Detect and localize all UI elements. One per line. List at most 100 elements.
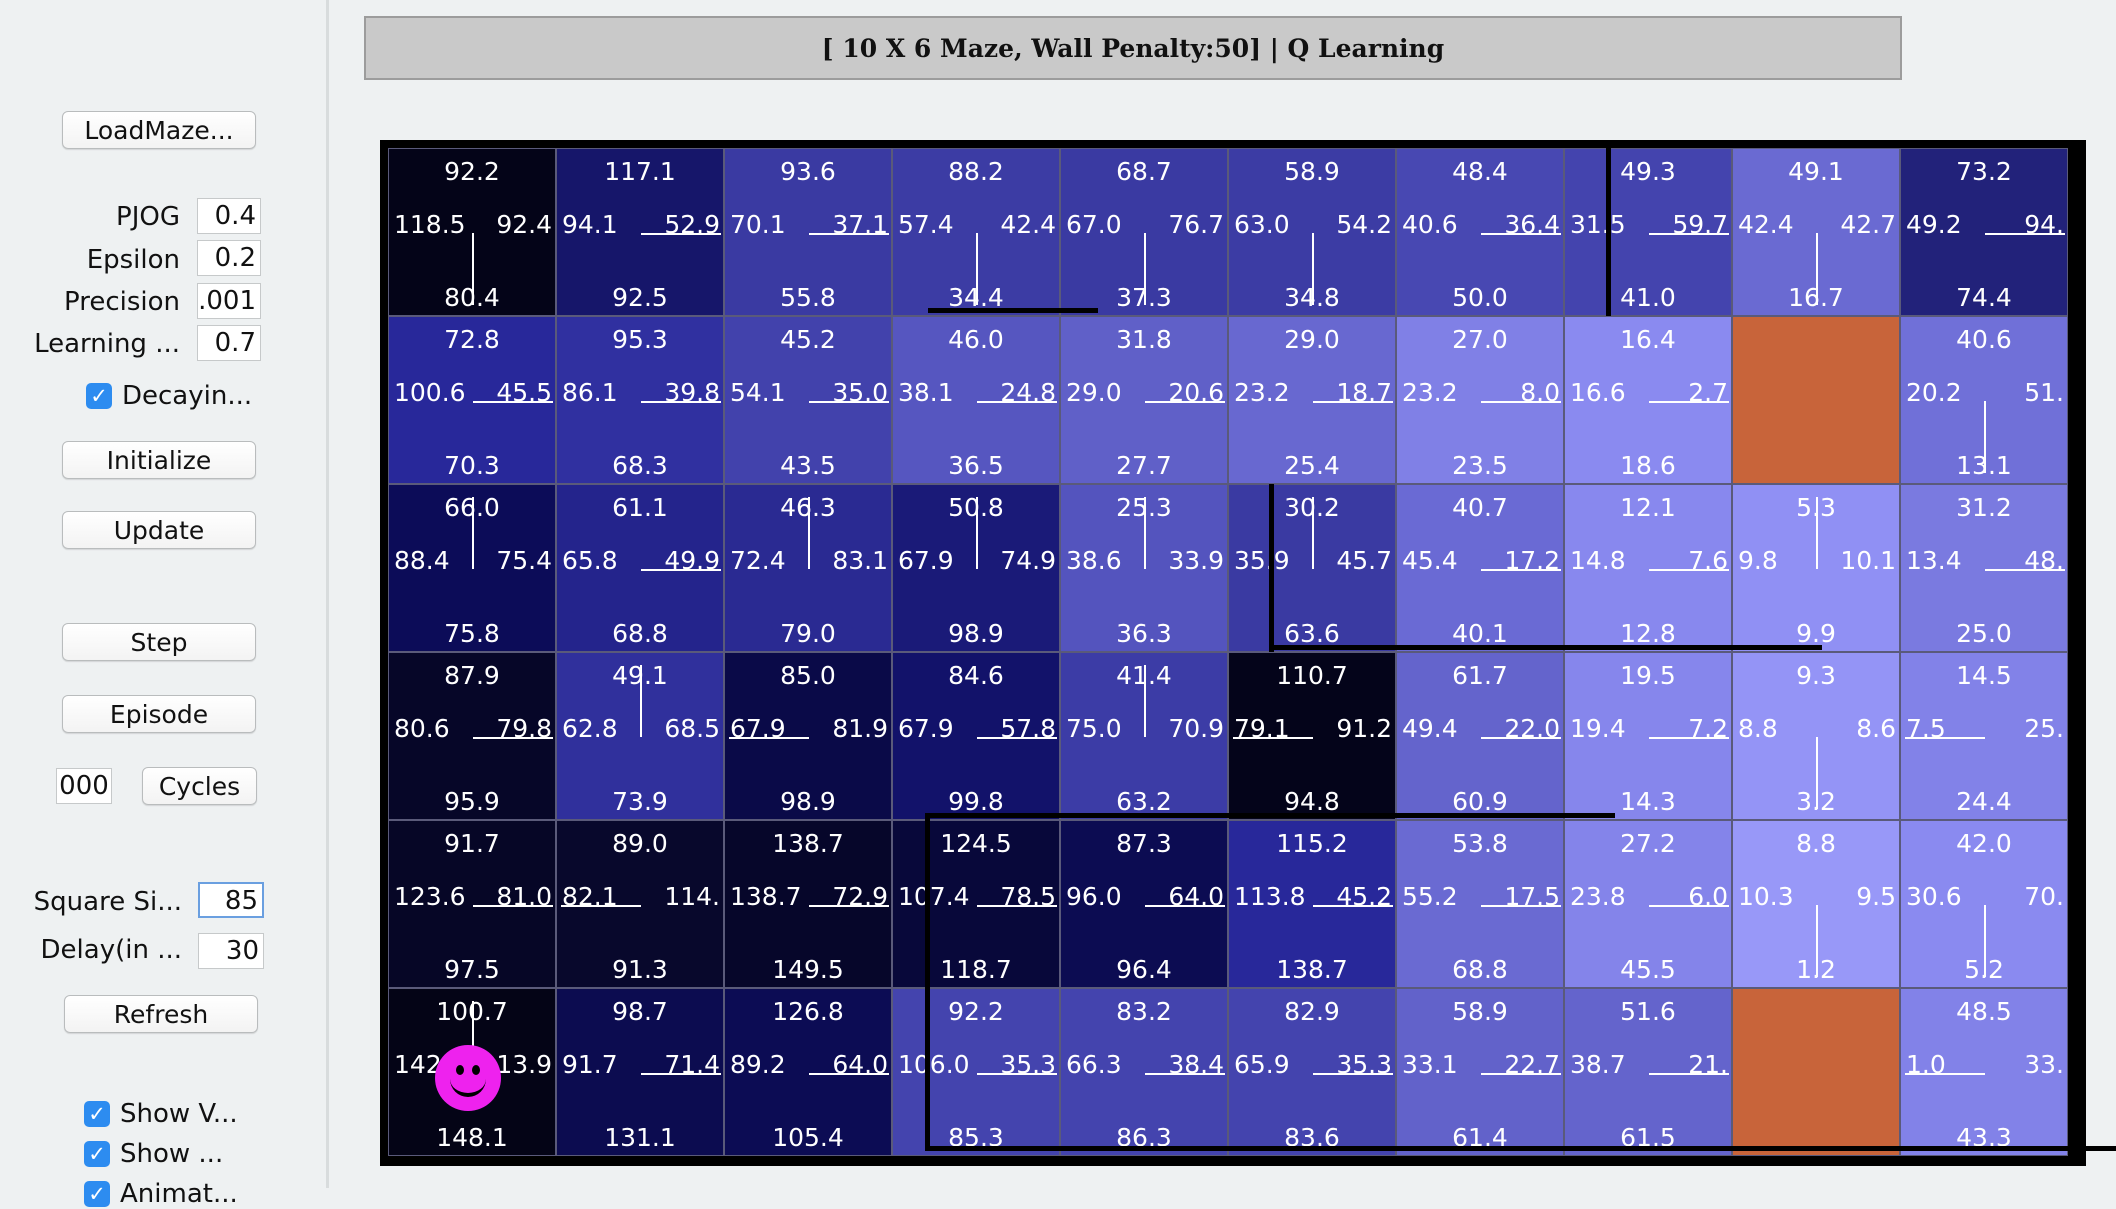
q-north-value: 87.9 <box>444 661 500 690</box>
policy-arrow <box>809 905 889 907</box>
update-button[interactable]: Update <box>62 511 256 549</box>
q-north-value: 98.7 <box>612 997 668 1026</box>
maze-cell[interactable]: 8.8 10.3 9.5 1.2 <box>1732 820 1900 988</box>
policy-arrow <box>1649 569 1729 571</box>
q-north-value: 58.9 <box>1452 997 1508 1026</box>
decaying-checkbox[interactable]: ✓ Decayin... <box>86 381 252 411</box>
load-maze-button[interactable]: LoadMaze... <box>62 111 256 149</box>
learning-rate-field[interactable]: 0.7 <box>197 325 261 361</box>
maze-cell[interactable]: 89.0 82.1 114. 91.3 <box>556 820 724 988</box>
initialize-button[interactable]: Initialize <box>62 441 256 479</box>
maze-cell[interactable]: 51.6 38.7 21. 61.5 <box>1564 988 1732 1156</box>
maze-cell[interactable]: 48.5 1.0 33. 43.3 <box>1900 988 2068 1156</box>
maze-cell[interactable]: 9.3 8.8 8.6 3.2 <box>1732 652 1900 820</box>
q-south-value: 23.5 <box>1452 451 1508 480</box>
cycles-button[interactable]: Cycles <box>142 767 257 805</box>
maze-cell[interactable]: 92.2 106.0 35.3 85.3 <box>892 988 1060 1156</box>
q-north-value: 9.3 <box>1796 661 1836 690</box>
pjog-field[interactable]: 0.4 <box>197 198 261 234</box>
maze-cell[interactable]: 85.0 67.9 81.9 98.9 <box>724 652 892 820</box>
precision-field[interactable]: .001 <box>197 283 261 319</box>
maze-cell[interactable]: 92.2 118.5 92.4 80.4 <box>388 148 556 316</box>
policy-arrow <box>1481 905 1561 907</box>
goal-cell[interactable] <box>1732 316 1900 484</box>
maze-cell[interactable]: 82.9 65.9 35.3 83.6 <box>1228 988 1396 1156</box>
maze-cell[interactable]: 41.4 75.0 70.9 63.2 <box>1060 652 1228 820</box>
q-south-value: 36.3 <box>1116 619 1172 648</box>
maze-cell[interactable]: 46.0 38.1 24.8 36.5 <box>892 316 1060 484</box>
maze-cell[interactable]: 66.0 88.4 75.4 75.8 <box>388 484 556 652</box>
maze-cell[interactable]: 84.6 67.9 57.8 99.8 <box>892 652 1060 820</box>
q-west-value: 13.4 <box>1906 546 1962 575</box>
maze-cell[interactable]: 49.3 31.5 59.7 41.0 <box>1564 148 1732 316</box>
goal-cell[interactable] <box>1732 988 1900 1156</box>
maze-cell[interactable]: 49.1 62.8 68.5 73.9 <box>556 652 724 820</box>
maze-cell[interactable]: 72.8 100.6 45.5 70.3 <box>388 316 556 484</box>
maze-cell[interactable]: 25.3 38.6 33.9 36.3 <box>1060 484 1228 652</box>
q-south-value: 16.7 <box>1788 283 1844 312</box>
q-east-value: 42.7 <box>1840 210 1896 239</box>
q-east-value: 71.4 <box>664 1050 720 1079</box>
q-north-value: 41.4 <box>1116 661 1172 690</box>
maze-cell[interactable]: 58.9 63.0 54.2 34.8 <box>1228 148 1396 316</box>
maze-cell[interactable]: 53.8 55.2 17.5 68.8 <box>1396 820 1564 988</box>
maze-cell[interactable]: 110.7 79.1 91.2 94.8 <box>1228 652 1396 820</box>
maze-cell[interactable]: 50.8 67.9 74.9 98.9 <box>892 484 1060 652</box>
maze-cell[interactable]: 31.8 29.0 20.6 27.7 <box>1060 316 1228 484</box>
maze-cell[interactable]: 14.5 7.5 25. 24.4 <box>1900 652 2068 820</box>
maze-cell[interactable]: 45.2 54.1 35.0 43.5 <box>724 316 892 484</box>
maze-cell[interactable]: 58.9 33.1 22.7 61.4 <box>1396 988 1564 1156</box>
policy-arrow <box>1649 737 1729 739</box>
maze-cell[interactable]: 138.7 138.7 72.9 149.5 <box>724 820 892 988</box>
delay-field[interactable]: 30 <box>198 933 264 969</box>
maze-cell[interactable]: 87.3 96.0 64.0 96.4 <box>1060 820 1228 988</box>
square-size-field[interactable]: 85 <box>198 882 264 918</box>
maze-cell[interactable]: 93.6 70.1 37.1 55.8 <box>724 148 892 316</box>
maze-cell[interactable]: 16.4 16.6 2.7 18.6 <box>1564 316 1732 484</box>
q-east-value: 76.7 <box>1168 210 1224 239</box>
animate-checkbox[interactable]: ✓ Animat... <box>84 1179 238 1209</box>
maze-cell[interactable]: 61.7 49.4 22.0 60.9 <box>1396 652 1564 820</box>
maze-cell[interactable]: 19.5 19.4 7.2 14.3 <box>1564 652 1732 820</box>
maze-cell[interactable]: 117.1 94.1 52.9 92.5 <box>556 148 724 316</box>
maze-cell[interactable]: 27.0 23.2 8.0 23.5 <box>1396 316 1564 484</box>
maze-cell[interactable]: 126.8 89.2 64.0 105.4 <box>724 988 892 1156</box>
q-south-value: 97.5 <box>444 955 500 984</box>
maze-cell[interactable]: 115.2 113.8 45.2 138.7 <box>1228 820 1396 988</box>
maze-cell[interactable]: 95.3 86.1 39.8 68.3 <box>556 316 724 484</box>
q-south-value: 92.5 <box>612 283 668 312</box>
step-button[interactable]: Step <box>62 623 256 661</box>
maze-cell[interactable]: 27.2 23.8 6.0 45.5 <box>1564 820 1732 988</box>
episode-button[interactable]: Episode <box>62 695 256 733</box>
maze-cell[interactable]: 68.7 67.0 76.7 37.3 <box>1060 148 1228 316</box>
maze-cell[interactable]: 31.2 13.4 48. 25.0 <box>1900 484 2068 652</box>
maze-cell[interactable]: 91.7 123.6 81.0 97.5 <box>388 820 556 988</box>
maze-cell[interactable]: 124.5 107.4 78.5 118.7 <box>892 820 1060 988</box>
maze-cell[interactable]: 46.3 72.4 83.1 79.0 <box>724 484 892 652</box>
cycles-field[interactable]: 000 <box>56 768 112 804</box>
maze-cell[interactable]: 73.2 49.2 94. 74.4 <box>1900 148 2068 316</box>
epsilon-field[interactable]: 0.2 <box>197 240 261 276</box>
maze-cell[interactable]: 88.2 57.4 42.4 34.4 <box>892 148 1060 316</box>
maze-cell[interactable]: 40.6 20.2 51. 13.1 <box>1900 316 2068 484</box>
q-south-value: 9.9 <box>1796 619 1836 648</box>
maze-cell[interactable]: 29.0 23.2 18.7 25.4 <box>1228 316 1396 484</box>
maze-cell[interactable]: 5.3 9.8 10.1 9.9 <box>1732 484 1900 652</box>
q-east-value: 21. <box>1688 1050 1728 1079</box>
maze-cell[interactable]: 83.2 66.3 38.4 86.3 <box>1060 988 1228 1156</box>
maze-cell[interactable]: 42.0 30.6 70. 5.2 <box>1900 820 2068 988</box>
show-checkbox[interactable]: ✓ Show ... <box>84 1139 223 1169</box>
maze-cell[interactable]: 100.7 142 113.9 148.1 <box>388 988 556 1156</box>
maze-cell[interactable]: 30.2 35.9 45.7 63.6 <box>1228 484 1396 652</box>
q-north-value: 61.1 <box>612 493 668 522</box>
maze-cell[interactable]: 98.7 91.7 71.4 131.1 <box>556 988 724 1156</box>
maze-cell[interactable]: 40.7 45.4 17.2 40.1 <box>1396 484 1564 652</box>
show-v-checkbox[interactable]: ✓ Show V... <box>84 1099 238 1129</box>
maze-cell[interactable]: 61.1 65.8 49.9 68.8 <box>556 484 724 652</box>
maze-cell[interactable]: 12.1 14.8 7.6 12.8 <box>1564 484 1732 652</box>
maze-cell[interactable]: 49.1 42.4 42.7 16.7 <box>1732 148 1900 316</box>
maze-cell[interactable]: 48.4 40.6 36.4 50.0 <box>1396 148 1564 316</box>
maze-cell[interactable]: 87.9 80.6 79.8 95.9 <box>388 652 556 820</box>
refresh-button[interactable]: Refresh <box>64 995 258 1033</box>
maze-grid[interactable]: 92.2 118.5 92.4 80.4 117.1 94.1 52.9 92.5 93.6 70… <box>380 140 2116 1166</box>
